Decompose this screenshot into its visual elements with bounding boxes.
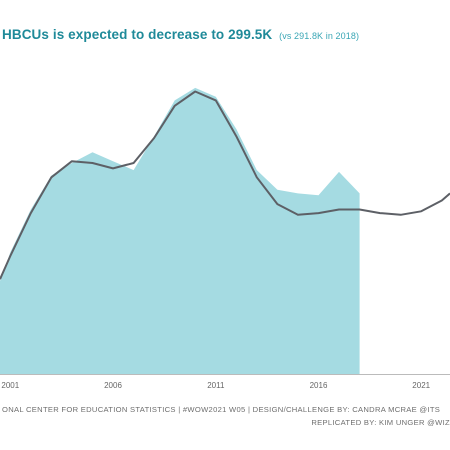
area-line-chart: 2001 2006 2011 2016 2021 bbox=[0, 87, 450, 390]
footer-source: ONAL CENTER FOR EDUCATION STATISTICS | #… bbox=[2, 405, 441, 414]
footer-credit: REPLICATED BY: KIM UNGER @WIZ bbox=[311, 418, 450, 427]
chart-title: HBCUs is expected to decrease to 299.5K … bbox=[2, 27, 359, 42]
x-tick-label: 2011 bbox=[207, 381, 225, 390]
x-tick-label: 2016 bbox=[310, 381, 328, 390]
x-tick-label: 2001 bbox=[1, 381, 19, 390]
x-axis-ticks: 2001 2006 2011 2016 2021 bbox=[1, 381, 430, 390]
line-series bbox=[0, 90, 450, 280]
area-series bbox=[0, 87, 360, 375]
x-tick-label: 2006 bbox=[104, 381, 122, 390]
chart-title-text: HBCUs is expected to decrease to 299.5K bbox=[2, 27, 273, 42]
chart-subtitle: (vs 291.8K in 2018) bbox=[279, 31, 360, 41]
x-tick-label: 2021 bbox=[412, 381, 430, 390]
